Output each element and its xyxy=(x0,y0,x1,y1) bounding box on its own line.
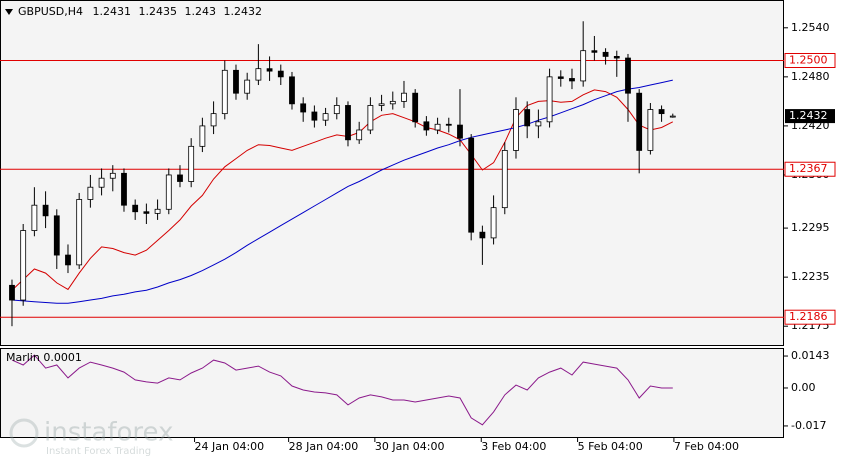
x-tick-label: 3 Feb 04:00 xyxy=(481,440,546,453)
indicator-title: Marlin 0.0001 xyxy=(6,351,82,364)
y-tick-label: 0.0143 xyxy=(791,349,830,362)
candle-body xyxy=(277,70,284,78)
candle-body xyxy=(501,150,508,209)
price-pane xyxy=(0,0,784,346)
level-label: 1.2367 xyxy=(789,162,828,175)
price-label: 1.2432 xyxy=(789,109,828,122)
y-tick-label: 1.2540 xyxy=(791,21,830,34)
candle-body xyxy=(557,76,564,79)
candle-body xyxy=(513,109,519,151)
candle-body xyxy=(210,113,217,127)
candle-body xyxy=(445,123,452,126)
y-tick-label: 1.2235 xyxy=(791,270,830,283)
y-tick-label: 1.2295 xyxy=(791,221,830,234)
candle-body xyxy=(76,199,83,266)
x-tick-label: 28 Jan 04:00 xyxy=(289,440,359,453)
candle-body xyxy=(636,92,643,151)
candle-body xyxy=(266,68,273,72)
watermark-name: instaforex xyxy=(44,418,173,448)
candle-body xyxy=(356,129,363,141)
candle-body xyxy=(177,174,183,182)
x-tick-label: 5 Feb 04:00 xyxy=(578,440,643,453)
candle-body xyxy=(188,145,195,182)
y-tick-label: 1.2480 xyxy=(791,70,830,83)
candle-body xyxy=(647,109,654,151)
header-low: 1.243 xyxy=(184,5,216,18)
candle-body xyxy=(132,204,139,213)
level-label: 1.2500 xyxy=(789,53,828,66)
candle-body xyxy=(311,111,318,121)
candle-body xyxy=(389,100,396,105)
x-tick-label: 7 Feb 04:00 xyxy=(674,440,739,453)
candle-body xyxy=(322,113,329,121)
candle-body xyxy=(591,50,598,53)
moving-average xyxy=(11,89,674,291)
candle-body xyxy=(109,172,116,179)
level-label-box xyxy=(784,161,836,177)
candle-body xyxy=(98,177,105,188)
candle-body xyxy=(423,121,430,131)
candle-body xyxy=(199,125,206,147)
candle-body xyxy=(613,56,620,59)
candle-body xyxy=(244,79,251,94)
candle-body xyxy=(457,124,463,139)
symbol-header: GBPUSD,H4 1.2431 1.2435 1.243 1.2432 xyxy=(18,5,262,18)
candle-body xyxy=(546,76,553,123)
moving-average xyxy=(11,79,673,304)
candle-body xyxy=(479,231,486,239)
candle-body xyxy=(378,103,385,106)
candle-body xyxy=(154,208,161,214)
candle-body xyxy=(412,92,419,123)
level-label: 1.2186 xyxy=(789,310,828,323)
x-tick-label: 30 Jan 04:00 xyxy=(375,440,445,453)
watermark: instaforex Instant Forex Trading xyxy=(9,418,173,457)
candle-body xyxy=(300,103,307,113)
candle-body xyxy=(221,69,228,115)
candle-body xyxy=(345,105,351,141)
candle-body xyxy=(31,204,38,231)
watermark-logo xyxy=(9,418,39,448)
candle-body xyxy=(333,105,340,115)
candle-body xyxy=(524,109,531,127)
candle-body xyxy=(143,211,150,214)
candle-body xyxy=(121,172,127,206)
header-high: 1.2435 xyxy=(138,5,177,18)
candle-body xyxy=(255,68,262,81)
header-close: 1.2432 xyxy=(223,5,262,18)
candle-body xyxy=(42,204,49,217)
candle-body xyxy=(490,207,497,239)
candle-body xyxy=(20,230,27,301)
symbol-icon xyxy=(5,9,13,15)
level-label-box xyxy=(784,52,836,68)
indicator-pane xyxy=(0,348,784,438)
candle-body xyxy=(602,51,609,57)
candle-body xyxy=(434,123,441,131)
candle-body xyxy=(65,254,71,266)
candle-body xyxy=(658,109,665,115)
candle-body xyxy=(9,284,15,301)
header-open: 1.2431 xyxy=(92,5,131,18)
x-tick-label: 24 Jan 04:00 xyxy=(195,440,265,453)
indicator-line xyxy=(11,354,673,426)
price-box xyxy=(785,109,835,124)
candle-body xyxy=(669,115,676,118)
candle-body xyxy=(53,215,60,256)
candle-body xyxy=(367,105,374,131)
level-label-box xyxy=(784,309,836,325)
y-tick-label: 0.00 xyxy=(791,381,816,394)
candle-body xyxy=(625,57,631,94)
candle-body xyxy=(289,76,295,105)
candle-body xyxy=(233,69,239,94)
candle-body xyxy=(569,78,575,82)
candle-body xyxy=(401,92,407,102)
candle-body xyxy=(535,121,542,127)
candle-body xyxy=(165,174,172,210)
y-tick-label: -0.017 xyxy=(791,419,826,432)
candle-body xyxy=(580,50,587,82)
watermark-tagline: Instant Forex Trading xyxy=(46,446,151,457)
candle-body xyxy=(87,186,94,200)
symbol-title: GBPUSD,H4 xyxy=(18,5,83,18)
candle-body xyxy=(468,137,475,233)
